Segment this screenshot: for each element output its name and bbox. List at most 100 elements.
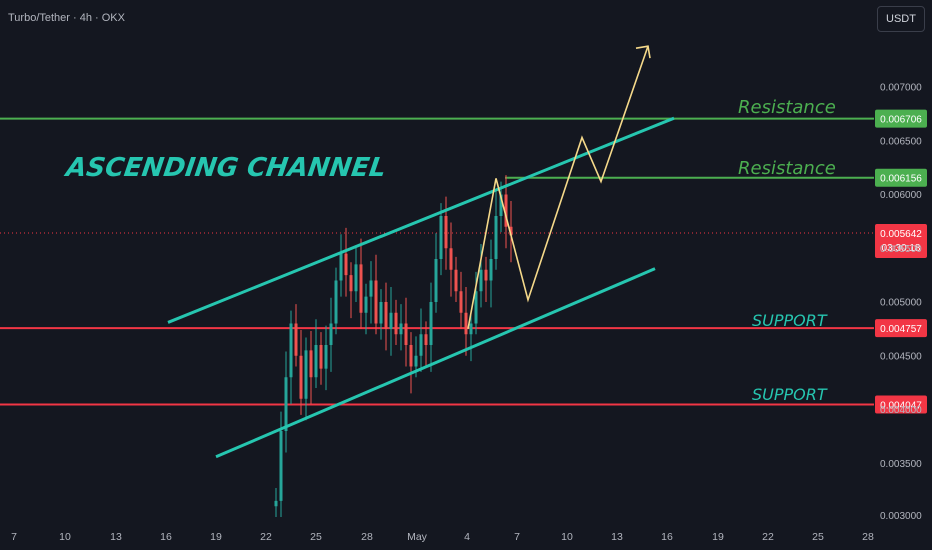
candle-body bbox=[499, 194, 503, 216]
candle-body bbox=[404, 323, 408, 345]
y-tick-label: 0.006000 bbox=[880, 190, 922, 201]
channel-title: ASCENDING CHANNEL bbox=[62, 153, 388, 183]
resistance-price-label: 0.006156 bbox=[880, 174, 922, 185]
resistance-label-1: Resistance bbox=[738, 97, 836, 118]
resistance-price-label: 0.006706 bbox=[880, 115, 922, 126]
x-tick-label: 22 bbox=[762, 531, 774, 543]
axis-layer: 0.003500 0.004000 0.004500 0.005000 0.005500… bbox=[11, 83, 922, 544]
candle-body bbox=[399, 323, 403, 335]
x-tick-label: May bbox=[407, 531, 428, 543]
candle-body bbox=[339, 253, 343, 281]
x-tick-label: 25 bbox=[310, 531, 322, 543]
candle-body bbox=[439, 216, 443, 259]
resistance-label-2: Resistance bbox=[738, 158, 836, 179]
countdown-label: 03:30:18 bbox=[882, 243, 921, 254]
support-price-label: 0.004757 bbox=[880, 324, 922, 335]
y-tick-label: 0.005000 bbox=[880, 298, 922, 309]
candle-body bbox=[434, 259, 438, 302]
x-tick-label: 4 bbox=[464, 531, 470, 543]
candle-body bbox=[289, 323, 293, 378]
channel-lower-line bbox=[215, 267, 656, 459]
candle-body bbox=[509, 226, 513, 236]
candle-body bbox=[429, 302, 433, 345]
candle-body bbox=[474, 291, 478, 324]
candle-body bbox=[329, 323, 333, 345]
y-tick-label: 0.005500 bbox=[880, 244, 922, 255]
candle-body bbox=[454, 269, 458, 292]
candle-body bbox=[504, 194, 508, 227]
projection-layer bbox=[467, 45, 651, 330]
x-tick-label: 22 bbox=[260, 531, 272, 543]
current-price-label: 0.005642 bbox=[880, 229, 922, 240]
candle-body bbox=[324, 345, 328, 369]
candle-body bbox=[384, 302, 388, 329]
candle-body bbox=[449, 248, 453, 270]
channel-layer bbox=[167, 116, 675, 459]
x-tick-label: 28 bbox=[361, 531, 373, 543]
candle-body bbox=[309, 350, 313, 378]
candle-body bbox=[364, 296, 368, 313]
currency-button[interactable]: USDT bbox=[877, 6, 925, 32]
x-tick-label: 19 bbox=[210, 531, 222, 543]
symbol-header: Turbo/Tether · 4h · OKX bbox=[8, 12, 126, 24]
y-tick-label: 0.007000 bbox=[880, 83, 922, 94]
resistance-price-tag bbox=[875, 109, 927, 128]
x-tick-label: 25 bbox=[812, 531, 824, 543]
candle-body bbox=[369, 280, 373, 297]
candle-body bbox=[359, 264, 363, 313]
candle-body bbox=[299, 355, 303, 399]
candle-body bbox=[419, 334, 423, 356]
candle-body bbox=[279, 431, 283, 501]
levels-layer: 0.006706 0.006156 0.004757 0.004047 0.005642… bbox=[0, 109, 927, 414]
current-price-tag bbox=[875, 223, 927, 258]
candle-body bbox=[379, 302, 383, 324]
candle-body bbox=[284, 377, 288, 431]
x-tick-label: 10 bbox=[59, 531, 71, 543]
support-price-tag bbox=[875, 395, 927, 414]
candle-body bbox=[274, 500, 278, 507]
support-price-label: 0.004047 bbox=[880, 400, 922, 411]
projection-path bbox=[467, 45, 649, 330]
x-tick-label: 16 bbox=[160, 531, 172, 543]
candle-body bbox=[464, 312, 468, 335]
candle-body bbox=[444, 216, 448, 249]
candle-body bbox=[349, 275, 353, 292]
candle-body bbox=[334, 280, 338, 324]
candle-body bbox=[304, 350, 308, 399]
candle-body bbox=[319, 345, 323, 369]
candle-body bbox=[489, 259, 493, 281]
channel-upper-line bbox=[167, 116, 675, 324]
candle-body bbox=[314, 345, 318, 378]
x-tick-label: 19 bbox=[712, 531, 724, 543]
candle-body bbox=[389, 312, 393, 329]
x-tick-label: 7 bbox=[11, 531, 17, 543]
candle-body bbox=[374, 280, 378, 324]
x-tick-label: 16 bbox=[661, 531, 673, 543]
candle-body bbox=[469, 323, 473, 335]
candle-body bbox=[394, 312, 398, 335]
y-tick-label: 0.006500 bbox=[880, 136, 922, 147]
y-tick-label: 0.004000 bbox=[880, 405, 922, 416]
x-tick-label: 13 bbox=[611, 531, 623, 543]
y-tick-label: 0.003000 bbox=[880, 511, 922, 522]
x-tick-label: 10 bbox=[561, 531, 573, 543]
candle-body bbox=[354, 264, 358, 292]
candle-body bbox=[409, 345, 413, 367]
candle-body bbox=[424, 334, 428, 345]
support-label-2: SUPPORT bbox=[752, 385, 828, 404]
support-price-tag bbox=[875, 319, 927, 338]
candle-body bbox=[479, 269, 483, 292]
candle-body bbox=[494, 216, 498, 259]
candle-body bbox=[459, 291, 463, 313]
x-tick-label: 7 bbox=[514, 531, 520, 543]
candle-body bbox=[344, 253, 348, 276]
support-label-1: SUPPORT bbox=[752, 311, 828, 330]
candle-body bbox=[414, 355, 418, 367]
x-tick-label: 28 bbox=[862, 531, 874, 543]
candle-body bbox=[484, 269, 488, 281]
candle-body bbox=[294, 323, 298, 356]
x-tick-label: 13 bbox=[110, 531, 122, 543]
resistance-price-tag bbox=[875, 168, 927, 187]
